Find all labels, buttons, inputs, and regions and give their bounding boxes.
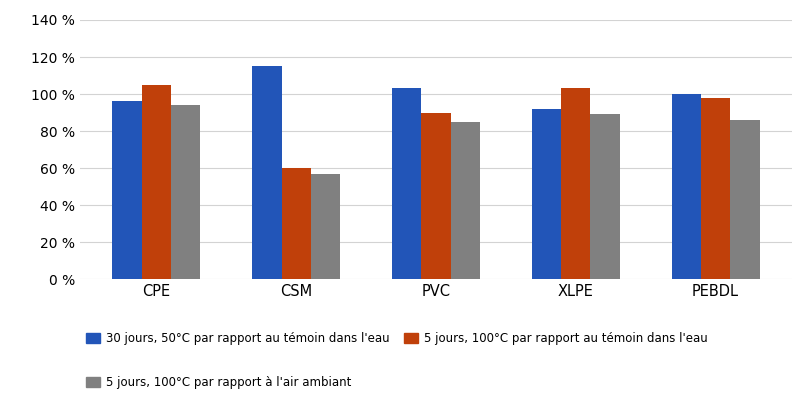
Bar bbox=[701, 98, 730, 279]
Bar bbox=[671, 94, 701, 279]
Bar bbox=[142, 85, 171, 279]
Bar bbox=[112, 101, 142, 279]
Bar bbox=[171, 105, 201, 279]
Bar bbox=[730, 120, 760, 279]
Bar bbox=[311, 174, 340, 279]
Legend: 5 jours, 100°C par rapport à l'air ambiant: 5 jours, 100°C par rapport à l'air ambia… bbox=[86, 376, 351, 389]
Bar bbox=[282, 168, 311, 279]
Bar bbox=[561, 89, 590, 279]
Bar bbox=[252, 66, 282, 279]
Bar bbox=[590, 115, 620, 279]
Bar bbox=[532, 109, 561, 279]
Bar bbox=[392, 89, 422, 279]
Bar bbox=[422, 113, 450, 279]
Bar bbox=[450, 122, 480, 279]
